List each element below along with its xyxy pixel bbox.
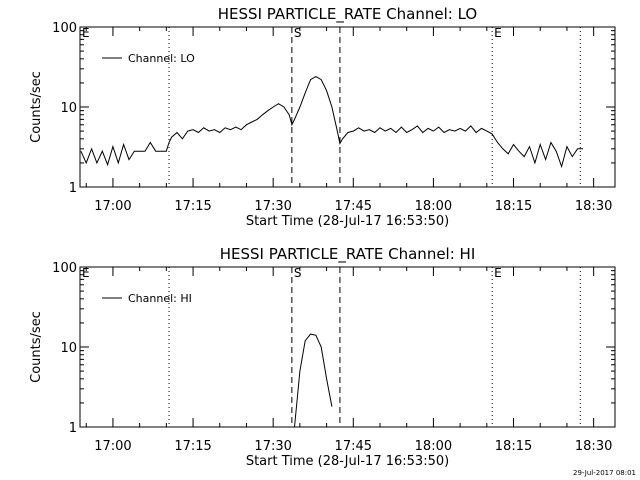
y-tick-label-lo: 1 [69, 181, 77, 196]
series-line-lo [80, 76, 583, 169]
x-tick-label-hi: 18:15 [495, 439, 532, 454]
x-tick-label-lo: 18:30 [575, 199, 612, 214]
x-tick-label-hi: 17:00 [94, 439, 131, 454]
x-tick-label-hi: 17:30 [254, 439, 291, 454]
y-axis-label-lo: Counts/sec [29, 71, 44, 143]
plot-frame-hi [79, 266, 616, 428]
y-tick-label-hi: 1 [69, 421, 77, 436]
marker-label-hi: S [294, 266, 302, 280]
x-axis-label-lo: Start Time (28-Jul-17 16:53:50) [246, 214, 449, 229]
x-axis-label-hi: Start Time (28-Jul-17 16:53:50) [246, 454, 449, 469]
x-tick-label-lo: 17:45 [335, 199, 372, 214]
x-tick-label-hi: 17:15 [174, 439, 211, 454]
chart-title-hi: HESSI PARTICLE_RATE Channel: HI [220, 245, 476, 264]
marker-label-lo: S [294, 26, 302, 40]
x-tick-label-hi: 18:30 [575, 439, 612, 454]
x-tick-label-lo: 17:00 [94, 199, 131, 214]
marker-label-lo: E [82, 26, 90, 40]
x-tick-label-lo: 17:30 [254, 199, 291, 214]
x-tick-label-hi: 18:00 [415, 439, 452, 454]
x-tick-label-hi: 17:45 [335, 439, 372, 454]
x-tick-label-lo: 17:15 [174, 199, 211, 214]
y-axis-label-hi: Counts/sec [29, 311, 44, 383]
legend-label-hi: Channel: HI [128, 292, 192, 305]
generation-timestamp: 29-Jul-2017 08:01 [572, 469, 636, 477]
marker-label-lo: E [494, 26, 502, 40]
marker-label-hi: E [494, 266, 502, 280]
series-line-hi [294, 333, 333, 428]
y-tick-label-lo: 100 [52, 21, 77, 36]
x-tick-label-lo: 18:15 [495, 199, 532, 214]
legend-label-lo: Channel: LO [128, 52, 195, 65]
x-tick-label-lo: 18:00 [415, 199, 452, 214]
marker-label-hi: E [82, 266, 90, 280]
chart-title-lo: HESSI PARTICLE_RATE Channel: LO [218, 5, 477, 24]
y-tick-label-hi: 100 [52, 261, 77, 276]
y-tick-label-hi: 10 [60, 341, 77, 356]
y-tick-label-lo: 10 [60, 101, 77, 116]
